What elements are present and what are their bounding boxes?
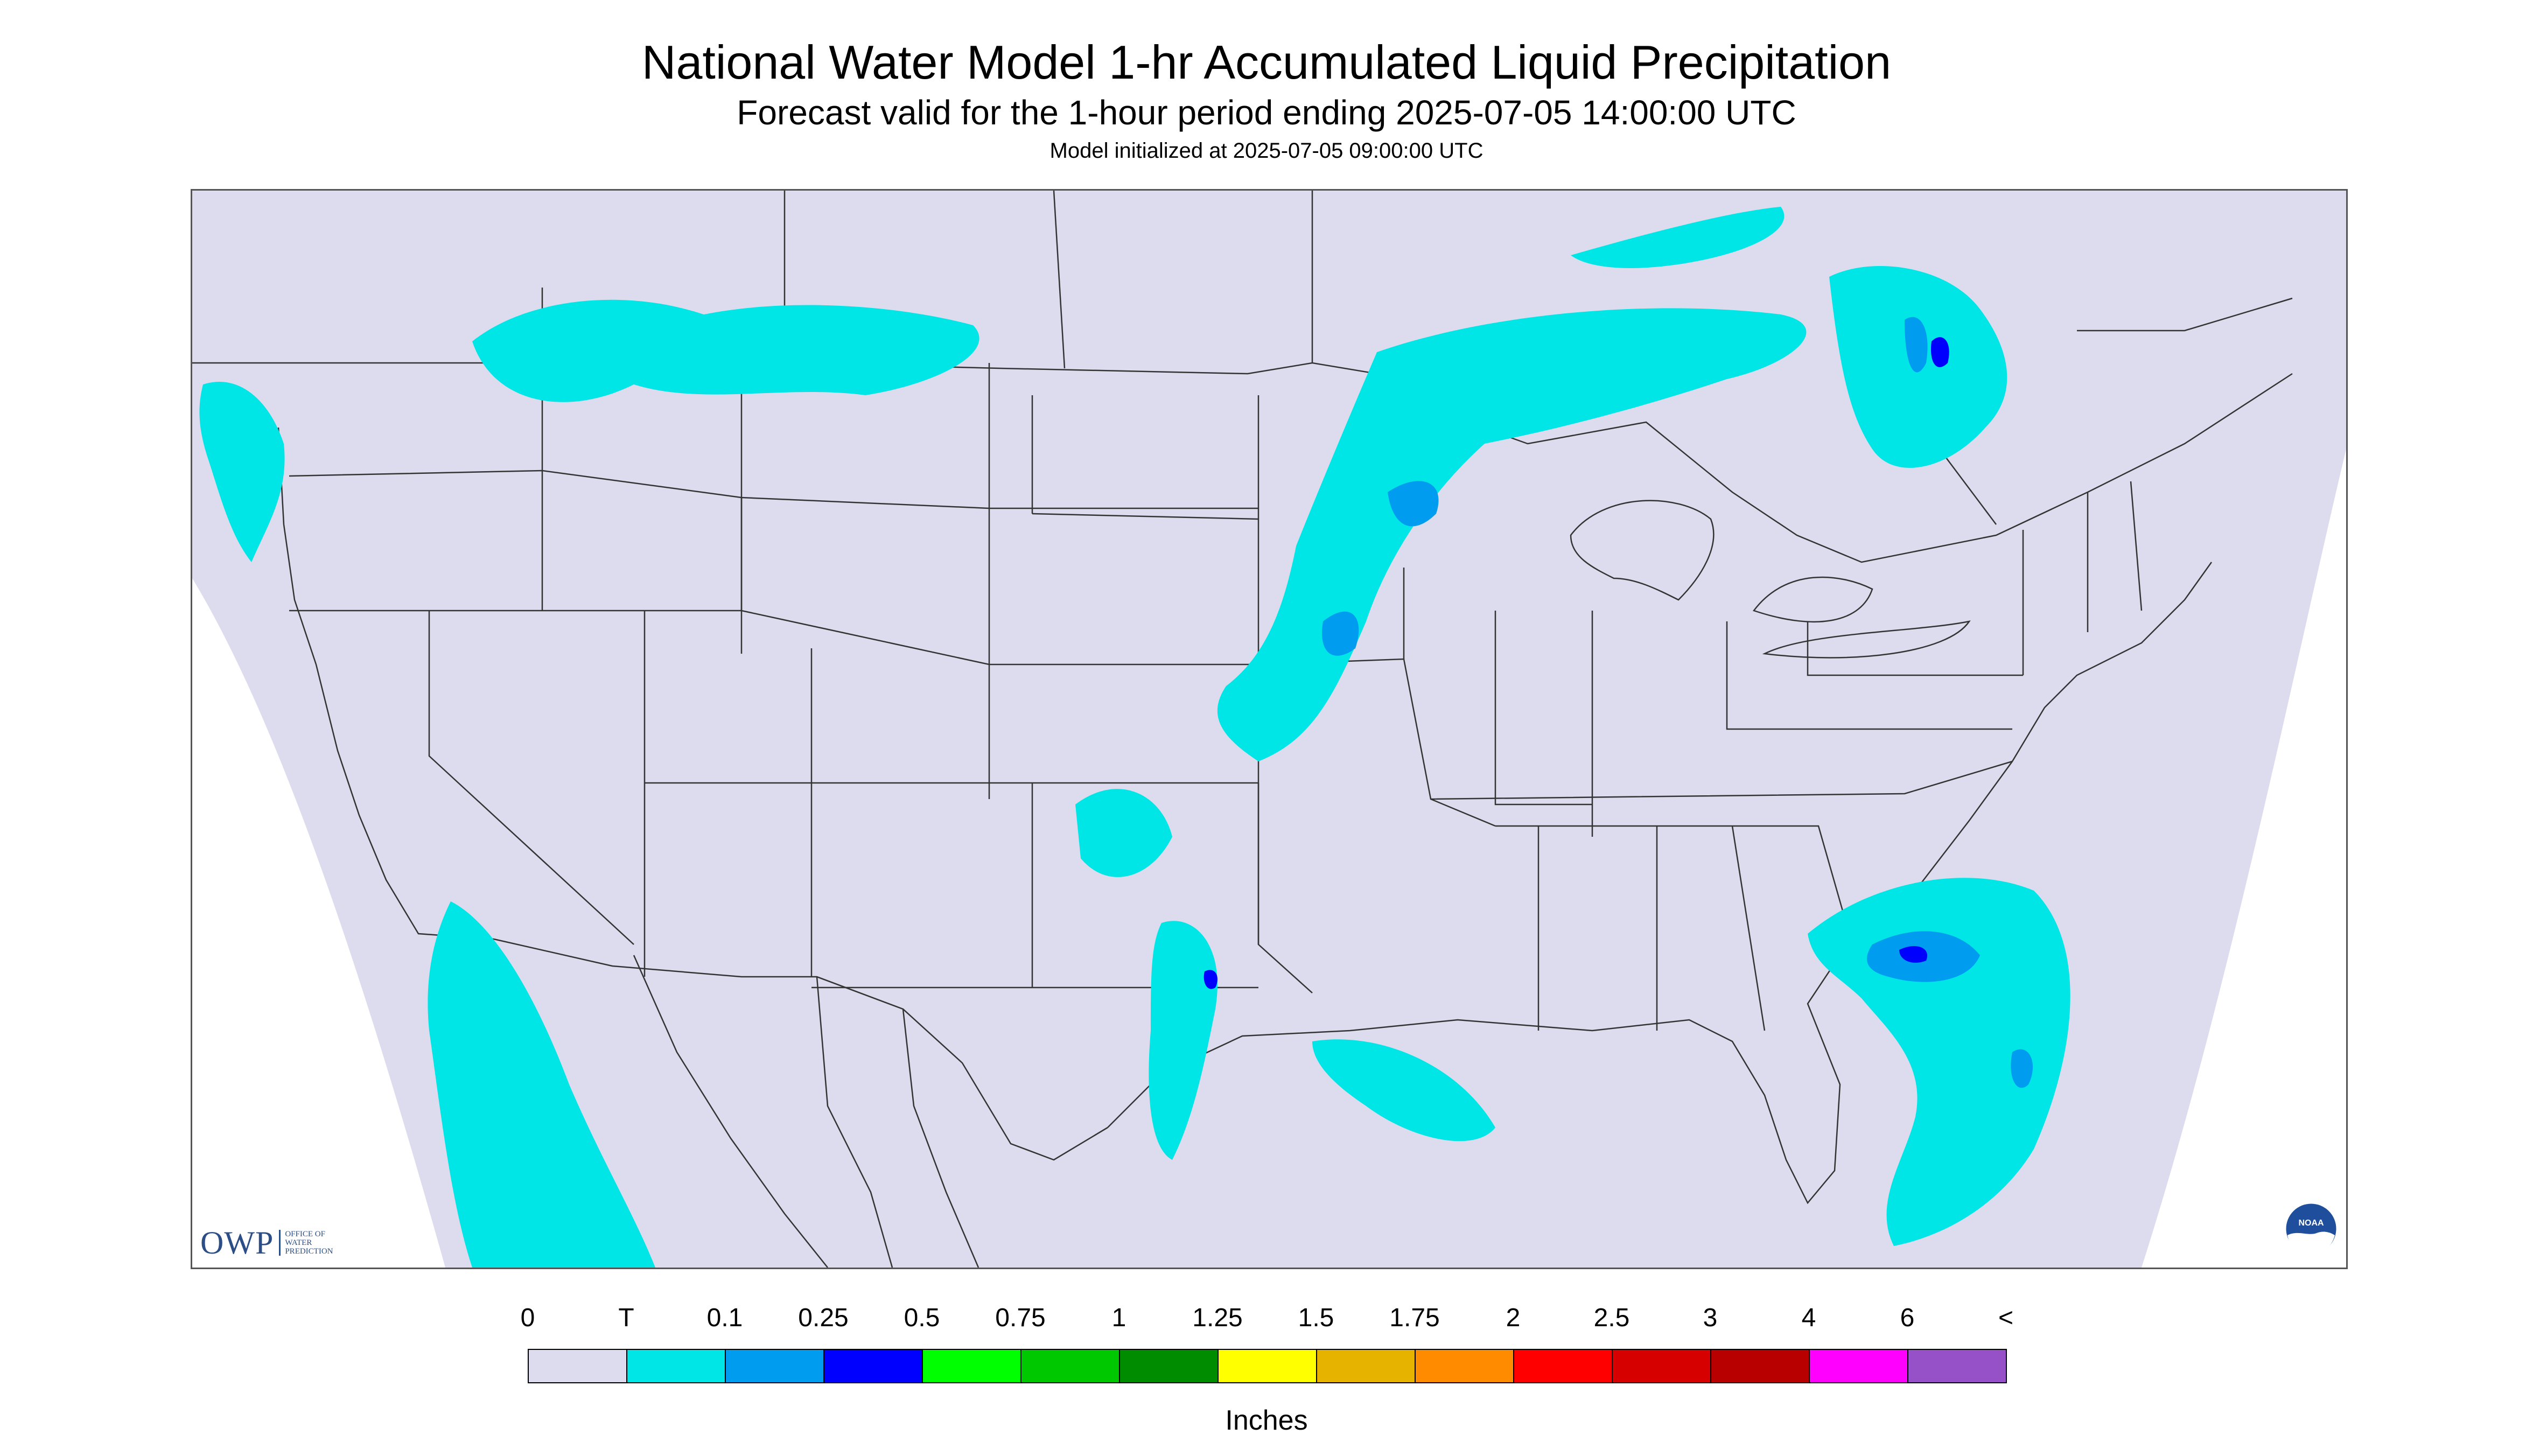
legend-swatch	[1316, 1349, 1416, 1383]
precip-medium	[1322, 317, 2033, 1088]
color-legend	[528, 1349, 2007, 1384]
map-title: National Water Model 1-hr Accumulated Li…	[641, 36, 1892, 89]
noaa-logo-text: NOAA	[2298, 1219, 2324, 1228]
legend-swatch	[725, 1349, 824, 1383]
legend-tick-label: 1.75	[1389, 1304, 1440, 1332]
legend-tick-label: 1	[1111, 1304, 1126, 1332]
legend-swatch	[1020, 1349, 1120, 1383]
legend-swatch	[922, 1349, 1021, 1383]
legend-tick-label: 0.5	[904, 1304, 940, 1332]
owp-logo-mark: OWP	[200, 1224, 274, 1261]
legend-swatch	[1415, 1349, 1514, 1383]
legend-tick-label: 0	[520, 1304, 535, 1332]
legend-tick-label: 3	[1703, 1304, 1718, 1332]
precip-light	[199, 207, 2070, 1268]
legend-tick-label: 0.75	[995, 1304, 1046, 1332]
legend-tick-label: T	[618, 1304, 634, 1332]
legend-tick-label: 4	[1801, 1304, 1816, 1332]
legend-units: Inches	[1225, 1405, 1308, 1436]
legend-tick-label: 2	[1506, 1304, 1521, 1332]
legend-swatch	[528, 1349, 627, 1383]
owp-logo-text: OFFICE OF WATER PREDICTION	[279, 1230, 344, 1256]
legend-swatch	[626, 1349, 726, 1383]
map-canvas	[192, 191, 2346, 1268]
legend-swatch	[1513, 1349, 1613, 1383]
legend-swatch	[1217, 1349, 1317, 1383]
legend-swatch	[823, 1349, 923, 1383]
map-subtitle: Forecast valid for the 1-hour period end…	[737, 93, 1796, 132]
legend-tick-label: 2.5	[1593, 1304, 1630, 1332]
model-init-line: Model initialized at 2025-07-05 09:00:00…	[1049, 139, 1484, 163]
legend-swatch	[1809, 1349, 1908, 1383]
legend-swatch	[1710, 1349, 1810, 1383]
legend-tick-label: 1.5	[1298, 1304, 1334, 1332]
precip-heavy	[1203, 337, 1949, 989]
legend-swatch	[1612, 1349, 1711, 1383]
legend-tick-label: 6	[1900, 1304, 1915, 1332]
legend-tick-label: 0.25	[798, 1304, 849, 1332]
legend-swatch	[1907, 1349, 2007, 1383]
legend-tick-label: <	[1998, 1304, 2014, 1332]
legend-tick-label: 0.1	[706, 1304, 743, 1332]
noaa-logo: NOAA	[2284, 1202, 2338, 1256]
legend-tick-label: 1.25	[1192, 1304, 1243, 1332]
precipitation-map	[191, 189, 2348, 1269]
owp-logo: OWP OFFICE OF WATER PREDICTION	[200, 1224, 344, 1261]
legend-swatch	[1119, 1349, 1219, 1383]
